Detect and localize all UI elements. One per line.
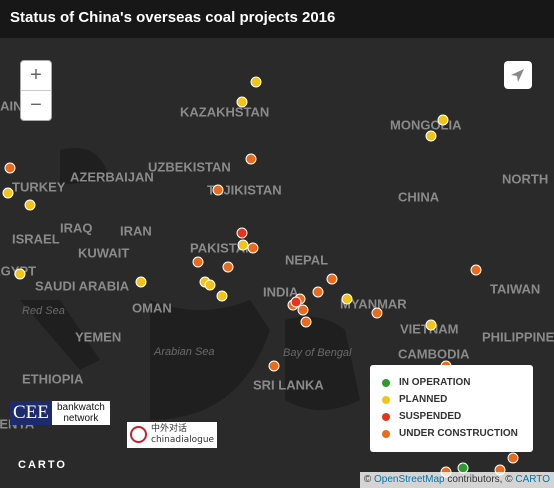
map-label: KUWAIT xyxy=(78,245,129,260)
project-point xyxy=(236,96,248,108)
legend-label: PLANNED xyxy=(399,394,448,405)
attribution: © OpenStreetMap contributors, © CARTO xyxy=(359,472,554,488)
map-label: PHILIPPINES xyxy=(482,329,554,344)
cee-logo: CEE bankwatch network xyxy=(10,401,110,425)
cee-mark: CEE xyxy=(10,401,52,425)
project-point xyxy=(312,286,324,298)
project-point xyxy=(222,261,234,273)
project-point xyxy=(507,452,519,464)
project-point xyxy=(425,319,437,331)
legend-item: UNDER CONSTRUCTION xyxy=(382,425,533,442)
project-point xyxy=(14,268,26,280)
map-label: INDIA xyxy=(263,284,299,299)
map-label: OMAN xyxy=(132,300,172,315)
project-point xyxy=(247,242,259,254)
chinadialogue-icon xyxy=(130,426,147,443)
project-point xyxy=(135,276,147,288)
zoom-in[interactable]: + xyxy=(30,64,42,86)
project-point xyxy=(268,360,280,372)
project-point xyxy=(4,162,16,174)
chinadialogue-text: 中外对话 chinadialogue xyxy=(151,424,214,446)
sea xyxy=(60,148,110,185)
map-label: KAZAKHSTAN xyxy=(180,104,269,119)
map-label: AZERBAIJAN xyxy=(70,169,154,184)
map-label: UZBEKISTAN xyxy=(148,159,231,174)
map-label: ISRAEL xyxy=(12,231,60,246)
attr-prefix: © xyxy=(363,474,372,485)
locate-icon xyxy=(511,69,524,82)
cd-en: chinadialogue xyxy=(151,435,215,445)
map-label: IRAN xyxy=(120,223,152,238)
sea xyxy=(285,316,360,410)
map-label: TAIWAN xyxy=(490,281,540,296)
map-label: NORTH xyxy=(502,171,548,186)
map-label: Red Sea xyxy=(22,305,65,317)
attr-mid: contributors, © xyxy=(447,474,513,485)
legend-swatch xyxy=(382,429,390,438)
map-label: Bay of Bengal xyxy=(283,347,352,359)
map-label: SRI LANKA xyxy=(253,377,324,392)
legend-item: SUSPENDED xyxy=(382,408,533,425)
project-point xyxy=(326,273,338,285)
project-point xyxy=(216,290,228,302)
project-point xyxy=(236,227,248,239)
project-point xyxy=(371,307,383,319)
project-point xyxy=(341,293,353,305)
map-label: NEPAL xyxy=(285,252,328,267)
carto-logo: CARTO xyxy=(18,459,67,471)
chinadialogue-logo: 中外对话 chinadialogue xyxy=(127,422,217,448)
project-point xyxy=(290,296,302,308)
legend-item: PLANNED xyxy=(382,391,533,408)
legend-label: IN OPERATION xyxy=(399,377,471,388)
project-point xyxy=(437,114,449,126)
title: Status of China's overseas coal projects… xyxy=(0,0,554,38)
bankwatch-text: bankwatch network xyxy=(51,401,110,425)
map-label: TURKEY xyxy=(12,179,66,194)
legend-label: UNDER CONSTRUCTION xyxy=(399,428,518,439)
project-point xyxy=(300,316,312,328)
sea xyxy=(150,300,270,420)
project-point xyxy=(212,184,224,196)
cd-cn: 中外对话 xyxy=(151,424,188,434)
map-label: YEMEN xyxy=(75,329,121,344)
legend-item: IN OPERATION xyxy=(382,374,533,391)
legend-label: SUSPENDED xyxy=(399,411,462,422)
project-point xyxy=(237,239,249,251)
project-point xyxy=(24,199,36,211)
zoom-out[interactable]: − xyxy=(21,90,51,120)
legend-swatch xyxy=(382,378,390,387)
project-point xyxy=(470,264,482,276)
osm-link[interactable]: OpenStreetMap xyxy=(374,474,445,485)
map-label: CHINA xyxy=(398,189,440,204)
locate-button[interactable] xyxy=(504,61,532,89)
project-point xyxy=(192,256,204,268)
project-point xyxy=(2,187,14,199)
project-point xyxy=(297,304,309,316)
legend: IN OPERATION PLANNED SUSPENDED UNDER CONSTR… xyxy=(370,365,533,452)
project-point xyxy=(245,153,257,165)
map-label: SAUDI ARABIA xyxy=(35,278,130,293)
map-label: TAJIKISTAN xyxy=(207,182,282,197)
sea xyxy=(20,300,100,370)
project-point xyxy=(250,76,262,88)
project-point xyxy=(204,279,216,291)
map-label: ETHIOPIA xyxy=(22,371,84,386)
carto-link[interactable]: CARTO xyxy=(515,474,550,485)
map-label: MYANMAR xyxy=(340,296,407,311)
map-label: IRAQ xyxy=(60,220,93,235)
map-label: CAMBODIA xyxy=(398,346,470,361)
map-label: MONGOLIA xyxy=(390,117,462,132)
legend-swatch xyxy=(382,412,390,421)
zoom-control: + − xyxy=(20,60,52,121)
legend-swatch xyxy=(382,395,390,404)
map-label: Arabian Sea xyxy=(153,346,215,358)
project-point xyxy=(425,130,437,142)
